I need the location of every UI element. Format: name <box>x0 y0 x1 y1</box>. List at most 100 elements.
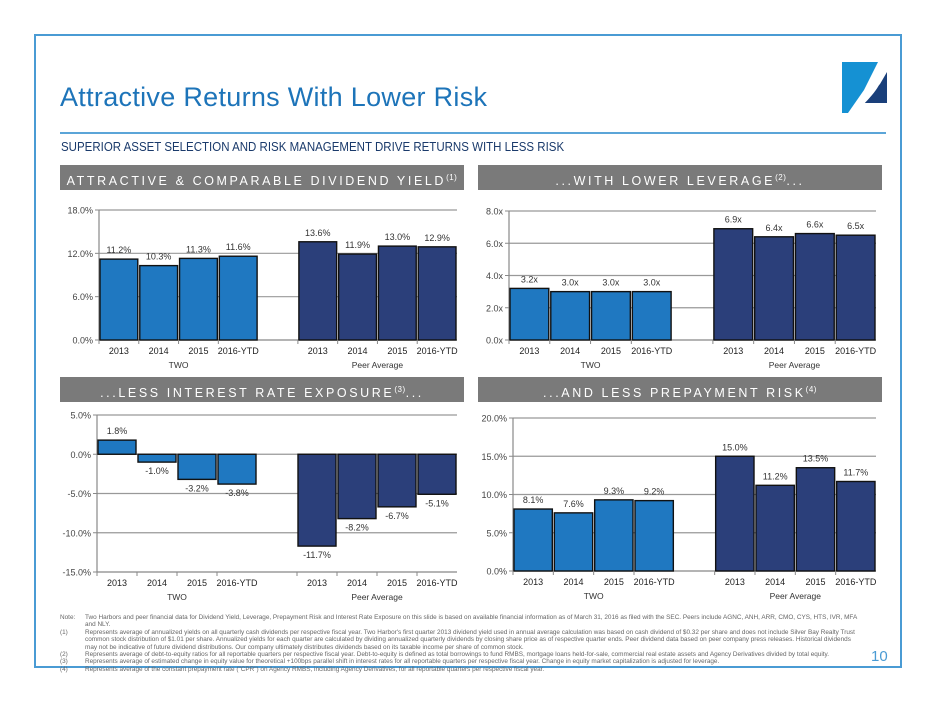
x-tick-label: 2014 <box>147 578 167 588</box>
x-tick-label: 2016-YTD <box>835 577 877 587</box>
data-label: 15.0% <box>722 442 748 452</box>
y-tick-label: 12.0% <box>67 249 93 259</box>
data-label: 12.9% <box>424 233 450 243</box>
x-tick-label: 2014 <box>347 578 367 588</box>
x-tick-label: 2013 <box>723 346 743 356</box>
data-label: 6.9x <box>725 215 743 225</box>
y-tick-label: 6.0x <box>486 239 504 249</box>
data-label: 9.3% <box>604 486 625 496</box>
two-bar-2015 <box>177 453 217 481</box>
group-label: TWO <box>581 360 601 370</box>
panel-header-interest-rate: ...LESS INTEREST RATE EXPOSURE(3)... <box>60 377 464 402</box>
title-divider <box>60 132 886 134</box>
peer-bar-2014 <box>337 253 378 341</box>
footnote-2: (2) Represents average of debt-to-equity … <box>60 651 830 659</box>
two-bar-2015 <box>593 499 634 572</box>
y-tick-label: -10.0% <box>62 528 91 538</box>
y-tick-label: 18.0% <box>67 206 93 216</box>
data-label: 11.7% <box>843 467 868 477</box>
group-label: Peer Average <box>351 592 403 602</box>
footnote-ref: (2) <box>775 173 787 182</box>
x-tick-label: 2016-YTD <box>218 346 260 356</box>
y-tick-label: 0.0x <box>486 336 504 346</box>
x-tick-label: 2015 <box>604 577 624 587</box>
peer-bar-2016-YTD <box>835 234 876 341</box>
company-logo-icon <box>842 62 887 113</box>
y-tick-label: 0.0% <box>486 567 507 577</box>
data-label: 3.0x <box>643 278 661 288</box>
x-tick-label: 2016-YTD <box>634 577 676 587</box>
data-label: 8.1% <box>523 495 544 505</box>
data-label: 6.6x <box>806 220 824 230</box>
data-label: 11.3% <box>186 244 211 254</box>
peer-bar-2013 <box>298 241 338 341</box>
peer-bar-2015 <box>794 232 835 341</box>
footnotes: Note: Two Harbors and peer financial data… <box>60 614 860 673</box>
footnote-ref: (4) <box>805 385 817 394</box>
two-bar-2015 <box>178 257 219 341</box>
data-label: 10.3% <box>146 252 172 262</box>
peer-bar-2016-YTD <box>417 246 457 341</box>
x-tick-label: 2013 <box>308 346 328 356</box>
peer-bar-2015 <box>377 453 417 508</box>
data-label: 11.2% <box>763 471 788 481</box>
x-tick-label: 2013 <box>107 578 127 588</box>
y-tick-label: 5.0% <box>70 411 91 421</box>
data-label: -5.1% <box>425 498 449 508</box>
data-label: 3.0x <box>562 278 580 288</box>
x-tick-label: 2013 <box>109 346 129 356</box>
group-label: TWO <box>167 592 187 602</box>
x-tick-label: 2014 <box>149 346 169 356</box>
x-tick-label: 2013 <box>519 346 539 356</box>
peer-bar-2015 <box>795 467 836 572</box>
panel-title: ...AND LESS PREPAYMENT RISK <box>543 386 806 400</box>
panel-header-leverage: ...WITH LOWER LEVERAGE(2)... <box>478 165 882 190</box>
data-label: 3.2x <box>521 274 539 284</box>
panel-header-prepayment: ...AND LESS PREPAYMENT RISK(4) <box>478 377 882 402</box>
two-bar-2014 <box>550 290 591 341</box>
footnote-1: (1) Represents average of annualized yiel… <box>60 628 855 651</box>
peer-bar-2016-YTD <box>835 480 876 572</box>
group-label: Peer Average <box>769 360 821 370</box>
x-tick-label: 2015 <box>601 346 621 356</box>
group-label: Peer Average <box>352 360 404 370</box>
two-bar-2014 <box>137 453 177 463</box>
panel-title: ...LESS INTEREST RATE EXPOSURE <box>100 386 395 400</box>
y-tick-label: 0.0% <box>72 336 93 346</box>
two-bar-2016-YTD <box>634 499 675 572</box>
page-number: 10 <box>871 648 888 665</box>
peer-bar-2014 <box>755 484 796 572</box>
x-tick-label: 2016-YTD <box>417 346 459 356</box>
two-bar-2013 <box>97 439 137 455</box>
x-tick-label: 2015 <box>187 578 207 588</box>
two-bar-2016-YTD <box>631 290 672 341</box>
peer-bar-2013 <box>297 453 337 547</box>
footnote-ref: (1) <box>446 173 458 182</box>
y-tick-label: 8.0x <box>486 207 504 217</box>
x-tick-label: 2014 <box>764 346 784 356</box>
x-tick-label: 2016-YTD <box>835 346 877 356</box>
y-tick-label: 4.0x <box>486 271 504 281</box>
data-label: 13.5% <box>803 454 829 464</box>
x-tick-label: 2014 <box>765 577 785 587</box>
peer-bar-2014 <box>337 453 377 520</box>
x-tick-label: 2013 <box>307 578 327 588</box>
x-tick-label: 2015 <box>805 577 825 587</box>
data-label: 13.0% <box>385 232 411 242</box>
panel-title: ...WITH LOWER LEVERAGE <box>555 174 776 188</box>
page-title: Attractive Returns With Lower Risk <box>60 82 488 112</box>
two-bar-2014 <box>139 264 179 341</box>
data-label: 3.0x <box>602 278 620 288</box>
data-label: 7.6% <box>563 499 584 509</box>
y-tick-label: 15.0% <box>481 452 507 462</box>
data-label: 6.4x <box>766 223 784 233</box>
peer-bar-2016-YTD <box>417 453 457 495</box>
x-tick-label: 2014 <box>560 346 580 356</box>
data-label: -11.7% <box>303 550 331 560</box>
panel-title: ATTRACTIVE & COMPARABLE DIVIDEND YIELD <box>66 174 447 188</box>
group-label: Peer Average <box>770 591 822 601</box>
data-label: 13.6% <box>305 228 331 238</box>
